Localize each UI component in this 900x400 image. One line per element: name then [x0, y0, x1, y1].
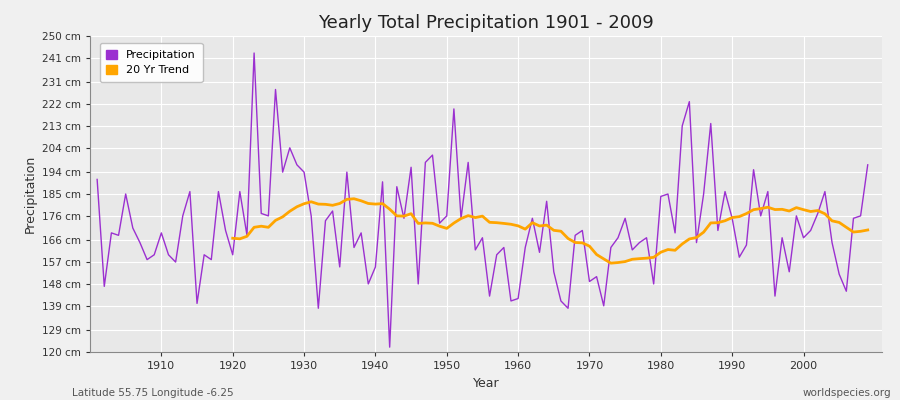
Text: worldspecies.org: worldspecies.org: [803, 388, 891, 398]
Legend: Precipitation, 20 Yr Trend: Precipitation, 20 Yr Trend: [100, 43, 202, 82]
Precipitation: [527, 216, 538, 221]
Precipitation: [248, 51, 259, 56]
Precipitation: [148, 252, 159, 257]
Precipitation: [356, 230, 366, 235]
Precipitation: [92, 177, 103, 182]
20 Yr Trend: [513, 224, 524, 228]
20 Yr Trend: [306, 199, 317, 204]
20 Yr Trend: [862, 228, 873, 232]
20 Yr Trend: [598, 256, 609, 261]
X-axis label: Year: Year: [472, 376, 500, 390]
20 Yr Trend: [348, 196, 359, 201]
Precipitation: [313, 306, 324, 311]
Precipitation: [862, 162, 873, 167]
Line: Precipitation: Precipitation: [97, 53, 868, 347]
Precipitation: [384, 345, 395, 350]
Y-axis label: Precipitation: Precipitation: [23, 155, 36, 233]
Precipitation: [613, 235, 624, 240]
Precipitation: [520, 245, 531, 250]
Title: Yearly Total Precipitation 1901 - 2009: Yearly Total Precipitation 1901 - 2009: [318, 14, 654, 32]
Text: Latitude 55.75 Longitude -6.25: Latitude 55.75 Longitude -6.25: [72, 388, 234, 398]
Line: 20 Yr Trend: 20 Yr Trend: [233, 199, 868, 263]
20 Yr Trend: [506, 222, 517, 227]
